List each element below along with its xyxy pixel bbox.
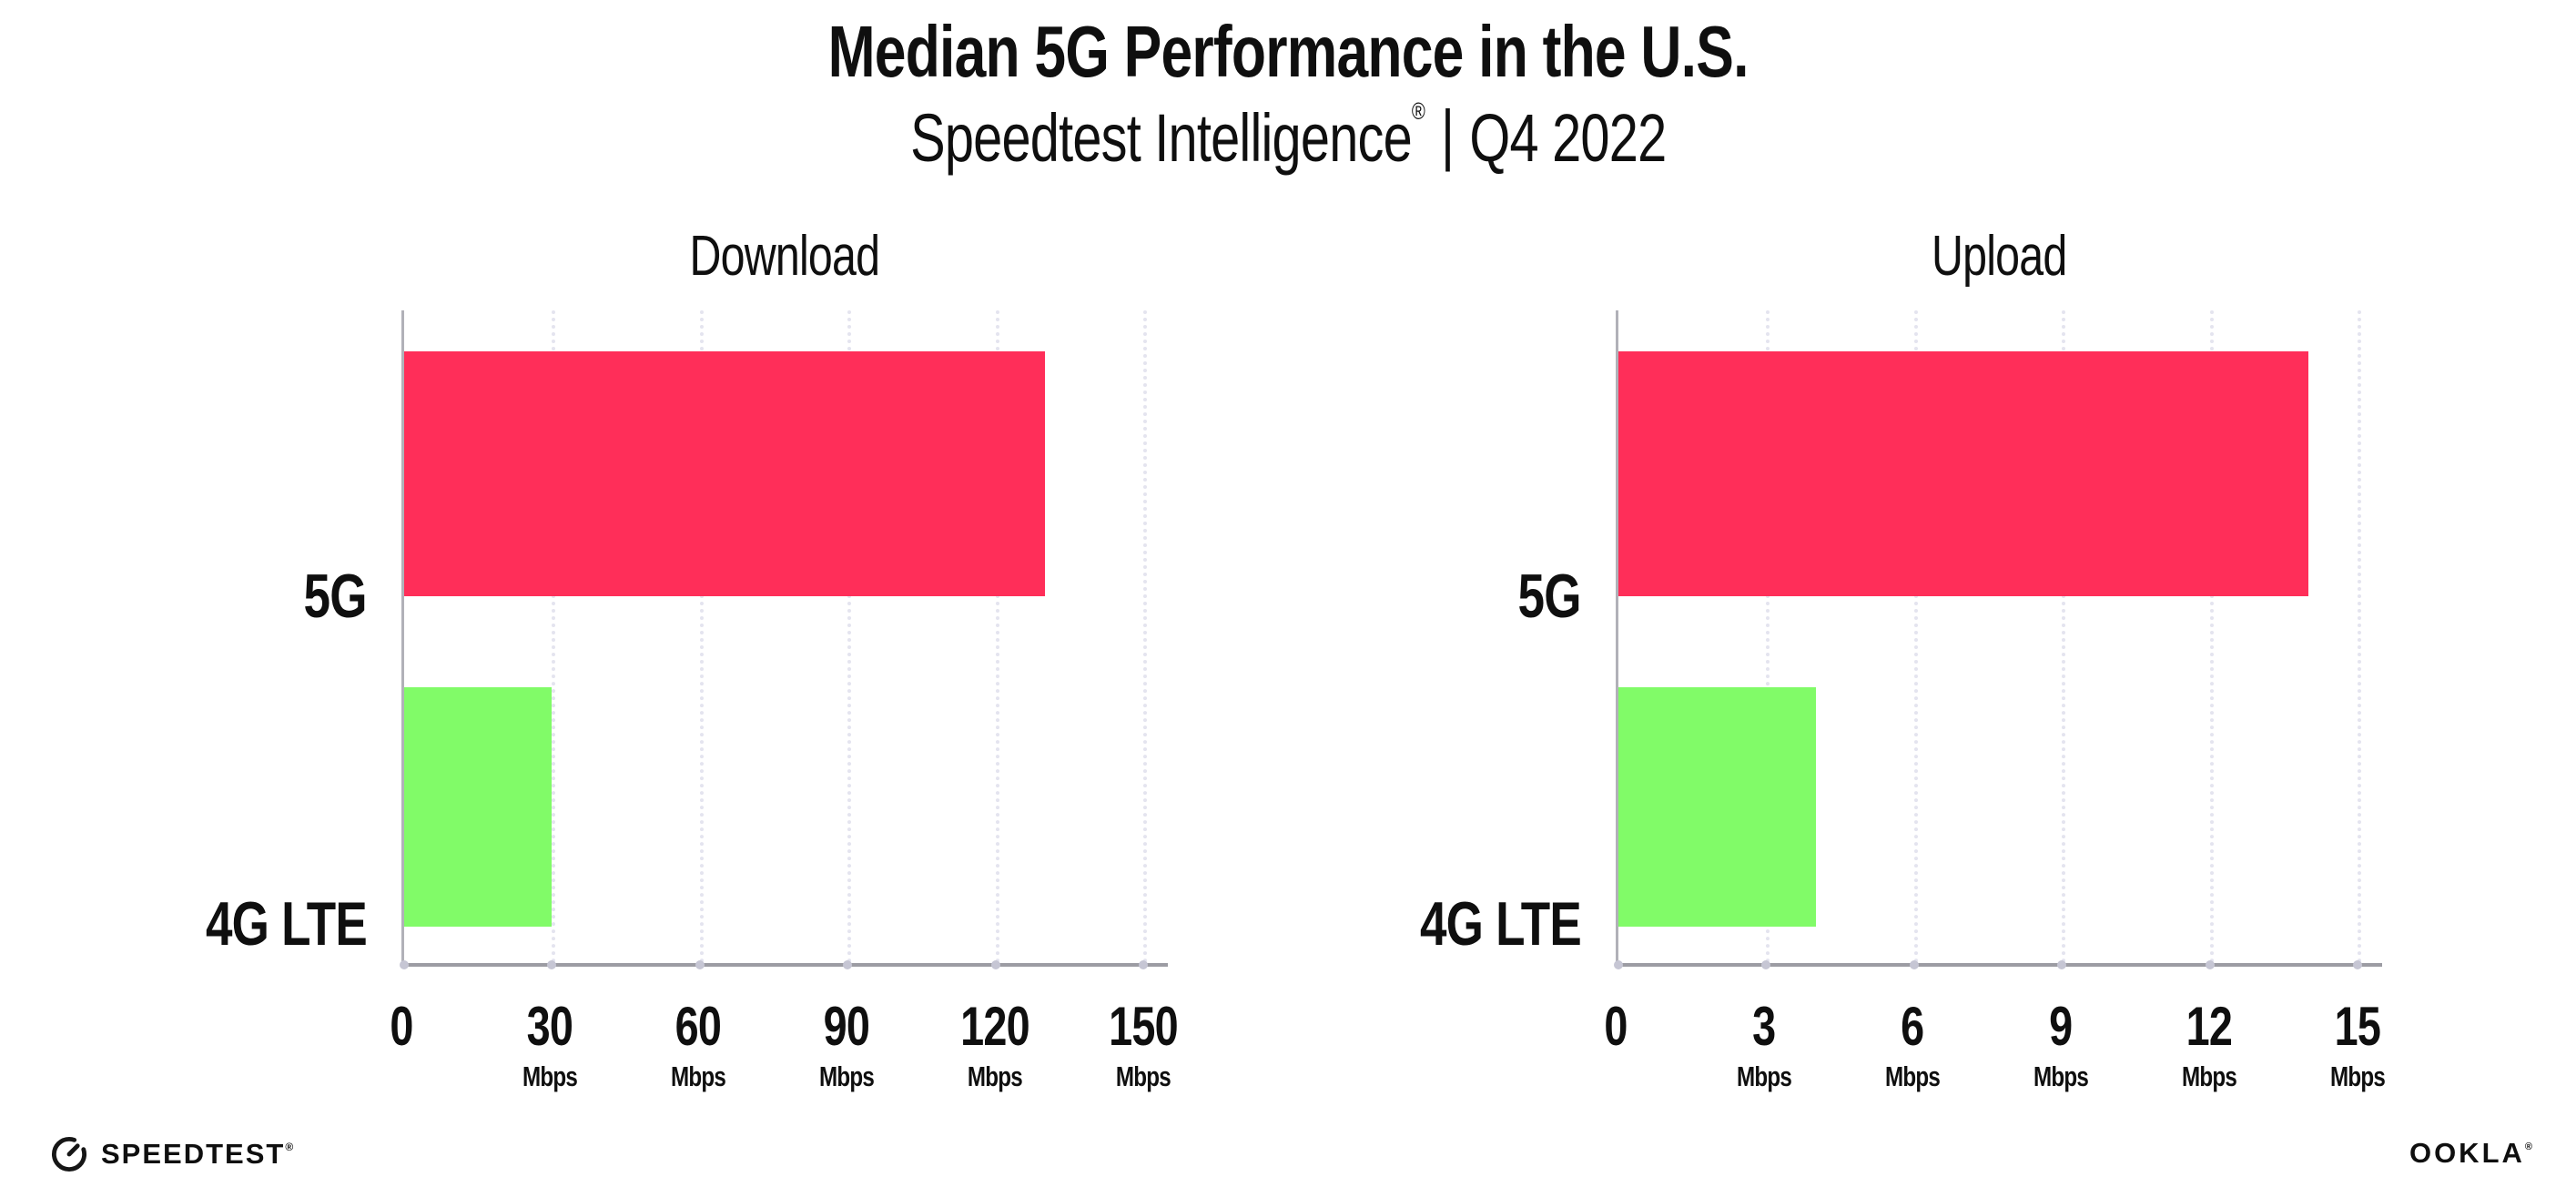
download-panel: Download 5G 4G LTE — [147, 224, 1179, 1177]
upload-axis-dot-6 — [1909, 960, 1919, 969]
upload-plot-wrap: 5G 4G LTE 0 — [1361, 303, 2386, 1177]
upload-category-label-5g: 5G — [1517, 562, 1582, 631]
download-axis-dot-90 — [843, 960, 853, 969]
upload-gridline-6 — [1913, 310, 1918, 963]
download-plot-wrap: 5G 4G LTE 0 — [147, 303, 1178, 1177]
upload-tick-3: 3 Mbps — [1736, 996, 1792, 1092]
chart-subtitle-text: Speedtest Intelligence® | Q4 2022 — [909, 96, 1667, 177]
subtitle-brand: Speedtest Intelligence — [909, 100, 1413, 177]
upload-panel-title: Upload — [1931, 225, 2067, 288]
upload-axis-dot-15 — [2352, 960, 2362, 969]
chart-header: Median 5G Performance in the U.S. Speedt… — [0, 11, 2576, 177]
upload-gridline-12 — [2209, 310, 2214, 963]
download-gridline-120 — [995, 310, 999, 963]
download-tick-120: 120 Mbps — [959, 996, 1030, 1092]
speedtest-logo: SPEEDTEST® — [50, 1135, 293, 1173]
download-gridline-60 — [699, 310, 704, 963]
download-axis-dot-150 — [1138, 960, 1148, 969]
download-category-label-5g: 5G — [303, 562, 368, 631]
download-category-label-4g: 4G LTE — [205, 889, 368, 959]
upload-tick-9: 9 Mbps — [2033, 996, 2089, 1092]
upload-bar-5g — [1618, 351, 2308, 596]
upload-axis-dot-3 — [1761, 960, 1771, 969]
upload-bar-4g-lte — [1618, 687, 1816, 927]
chart-title: Median 5G Performance in the U.S. — [0, 11, 2576, 92]
upload-x-axis: 0 3 Mbps 6 Mbps 9 Mbps 12 Mbps — [1604, 996, 2385, 1161]
download-axis-dot-30 — [547, 960, 557, 969]
speedtest-wordmark: SPEEDTEST® — [101, 1138, 294, 1170]
download-tick-60: 60 Mbps — [670, 996, 726, 1092]
upload-gridline-3 — [1766, 310, 1770, 963]
upload-gridline-15 — [2357, 310, 2361, 963]
download-tick-90: 90 Mbps — [818, 996, 875, 1092]
upload-gridline-9 — [2062, 310, 2066, 963]
upload-axis-dot-9 — [2057, 960, 2067, 969]
download-axis-dot-0 — [400, 960, 409, 969]
upload-axis-dot-12 — [2205, 960, 2215, 969]
registered-mark: ® — [1411, 97, 1425, 126]
download-axis-dot-120 — [990, 960, 1000, 969]
upload-plot-area — [1614, 310, 2382, 969]
upload-tick-12: 12 Mbps — [2181, 996, 2237, 1092]
upload-tick-15: 15 Mbps — [2329, 996, 2386, 1092]
chart-title-text: Median 5G Performance in the U.S. — [827, 11, 1749, 92]
download-axis-dot-60 — [695, 960, 705, 969]
subtitle-period: Q4 2022 — [1469, 100, 1667, 177]
download-tick-150: 150 Mbps — [1108, 996, 1179, 1092]
upload-category-label-4g: 4G LTE — [1419, 889, 1582, 959]
download-gridline-90 — [847, 310, 852, 963]
download-bar-5g — [404, 351, 1045, 596]
speedtest-gauge-icon — [50, 1135, 88, 1173]
download-tick-0: 0 — [390, 996, 413, 1057]
upload-axis-dot-0 — [1614, 960, 1623, 969]
upload-tick-0: 0 — [1604, 996, 1628, 1057]
upload-panel: Upload 5G 4G LTE — [1361, 224, 2386, 1177]
speedtest-registered-mark: ® — [285, 1141, 294, 1153]
download-gridline-150 — [1142, 310, 1147, 963]
download-bar-4g-lte — [404, 687, 553, 927]
upload-tick-6: 6 Mbps — [1884, 996, 1941, 1092]
download-x-axis: 0 30 Mbps 60 Mbps 90 Mbps 120 Mbps — [390, 996, 1178, 1161]
ookla-wordmark: OOKLA® — [2409, 1137, 2532, 1169]
ookla-registered-mark: ® — [2524, 1141, 2532, 1152]
download-plot-area — [400, 310, 1168, 969]
download-gridline-30 — [552, 310, 556, 963]
download-panel-title: Download — [689, 225, 881, 288]
chart-subtitle: Speedtest Intelligence® | Q4 2022 — [0, 96, 2576, 177]
ookla-logo: OOKLA® — [2409, 1137, 2532, 1170]
subtitle-separator: | — [1440, 96, 1455, 173]
download-tick-30: 30 Mbps — [522, 996, 578, 1092]
